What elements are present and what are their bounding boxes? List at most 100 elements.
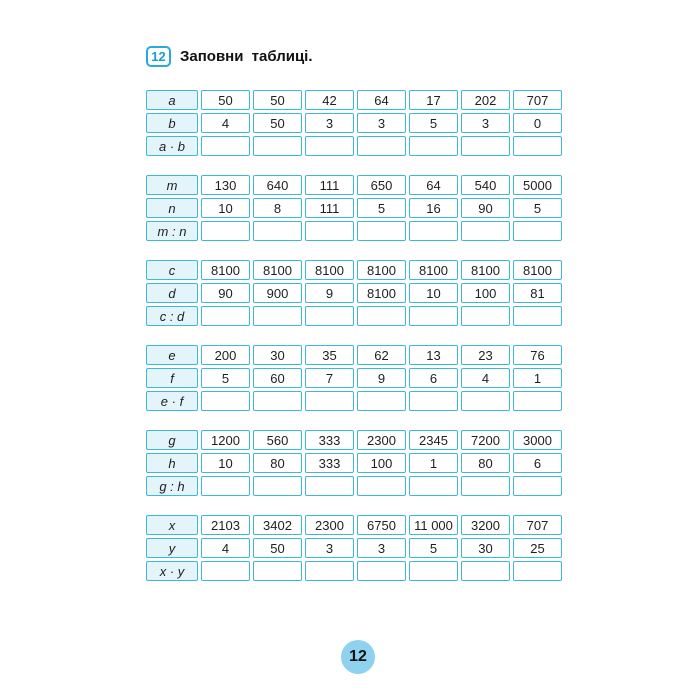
value-cell: 80 xyxy=(253,453,302,473)
answer-cell xyxy=(305,221,354,241)
row-label: d xyxy=(146,283,198,303)
value-cell: 111 xyxy=(305,198,354,218)
answer-cell xyxy=(357,561,406,581)
fill-table-1: a 50 50 42 64 17 202 707 b 4 50 3 3 5 3 0 a · b xyxy=(143,87,565,159)
value-cell: 35 xyxy=(305,345,354,365)
answer-cell xyxy=(201,476,250,496)
table-row: b 4 50 3 3 5 3 0 xyxy=(146,113,562,133)
value-cell: 6 xyxy=(409,368,458,388)
table-row: c 8100 8100 8100 8100 8100 8100 8100 xyxy=(146,260,562,280)
answer-cell xyxy=(409,306,458,326)
answer-cell xyxy=(305,476,354,496)
row-label: c : d xyxy=(146,306,198,326)
value-cell: 3 xyxy=(305,113,354,133)
answer-cell xyxy=(513,221,562,241)
value-cell: 30 xyxy=(253,345,302,365)
answer-cell xyxy=(201,136,250,156)
value-cell: 8100 xyxy=(513,260,562,280)
value-cell: 42 xyxy=(305,90,354,110)
value-cell: 50 xyxy=(201,90,250,110)
answer-cell xyxy=(253,221,302,241)
fill-table-6: x 2103 3402 2300 6750 11 000 3200 707 y 4 50 3 3 5 30 2… xyxy=(143,512,565,584)
answer-cell xyxy=(461,221,510,241)
answer-cell xyxy=(513,391,562,411)
value-cell: 200 xyxy=(201,345,250,365)
answer-cell xyxy=(253,391,302,411)
value-cell: 23 xyxy=(461,345,510,365)
value-cell: 17 xyxy=(409,90,458,110)
value-cell: 13 xyxy=(409,345,458,365)
value-cell: 707 xyxy=(513,90,562,110)
row-label: g xyxy=(146,430,198,450)
value-cell: 100 xyxy=(357,453,406,473)
answer-cell xyxy=(461,561,510,581)
table-row: h 10 80 333 100 1 80 6 xyxy=(146,453,562,473)
value-cell: 9 xyxy=(357,368,406,388)
table-row: g : h xyxy=(146,476,562,496)
value-cell: 64 xyxy=(409,175,458,195)
value-cell: 5000 xyxy=(513,175,562,195)
row-label: a xyxy=(146,90,198,110)
value-cell: 2300 xyxy=(357,430,406,450)
row-label: n xyxy=(146,198,198,218)
value-cell: 3 xyxy=(461,113,510,133)
answer-cell xyxy=(409,391,458,411)
table-row: m 130 640 111 650 64 540 5000 xyxy=(146,175,562,195)
table-row: d 90 900 9 8100 10 100 81 xyxy=(146,283,562,303)
fill-table-4: e 200 30 35 62 13 23 76 f 5 60 7 9 6 4 1 e · f xyxy=(143,342,565,414)
answer-cell xyxy=(305,561,354,581)
value-cell: 5 xyxy=(201,368,250,388)
row-label: a · b xyxy=(146,136,198,156)
value-cell: 3200 xyxy=(461,515,510,535)
row-label: x · y xyxy=(146,561,198,581)
value-cell: 2300 xyxy=(305,515,354,535)
answer-cell xyxy=(513,561,562,581)
value-cell: 60 xyxy=(253,368,302,388)
row-label: e · f xyxy=(146,391,198,411)
row-label: f xyxy=(146,368,198,388)
value-cell: 900 xyxy=(253,283,302,303)
value-cell: 8100 xyxy=(409,260,458,280)
tables-area: a 50 50 42 64 17 202 707 b 4 50 3 3 5 3 0 a · b m 130 640 11… xyxy=(146,87,576,584)
answer-cell xyxy=(357,136,406,156)
task-title: Заповни таблиці. xyxy=(180,48,313,65)
value-cell: 0 xyxy=(513,113,562,133)
answer-cell xyxy=(357,391,406,411)
value-cell: 8100 xyxy=(201,260,250,280)
answer-cell xyxy=(201,561,250,581)
answer-cell xyxy=(357,306,406,326)
value-cell: 5 xyxy=(409,113,458,133)
value-cell: 80 xyxy=(461,453,510,473)
answer-cell xyxy=(409,136,458,156)
row-label: x xyxy=(146,515,198,535)
fill-table-5: g 1200 560 333 2300 2345 7200 3000 h 10 80 333 100 1 8… xyxy=(143,427,565,499)
value-cell: 7200 xyxy=(461,430,510,450)
row-label: g : h xyxy=(146,476,198,496)
value-cell: 1 xyxy=(513,368,562,388)
value-cell: 1 xyxy=(409,453,458,473)
value-cell: 5 xyxy=(357,198,406,218)
answer-cell xyxy=(409,476,458,496)
value-cell: 76 xyxy=(513,345,562,365)
answer-cell xyxy=(357,221,406,241)
value-cell: 3 xyxy=(305,538,354,558)
page-number: 12 xyxy=(349,648,367,665)
workbook-page-content: 12 Заповни таблиці. a 50 50 42 64 17 202 707 b 4 5… xyxy=(146,46,576,597)
table-row: a 50 50 42 64 17 202 707 xyxy=(146,90,562,110)
value-cell: 202 xyxy=(461,90,510,110)
answer-cell xyxy=(201,221,250,241)
value-cell: 650 xyxy=(357,175,406,195)
row-label: b xyxy=(146,113,198,133)
answer-cell xyxy=(305,391,354,411)
value-cell: 5 xyxy=(409,538,458,558)
table-row: e 200 30 35 62 13 23 76 xyxy=(146,345,562,365)
value-cell: 3000 xyxy=(513,430,562,450)
value-cell: 5 xyxy=(513,198,562,218)
answer-cell xyxy=(253,561,302,581)
table-row: x · y xyxy=(146,561,562,581)
value-cell: 100 xyxy=(461,283,510,303)
value-cell: 4 xyxy=(201,538,250,558)
answer-cell xyxy=(513,136,562,156)
value-cell: 50 xyxy=(253,113,302,133)
table-row: a · b xyxy=(146,136,562,156)
